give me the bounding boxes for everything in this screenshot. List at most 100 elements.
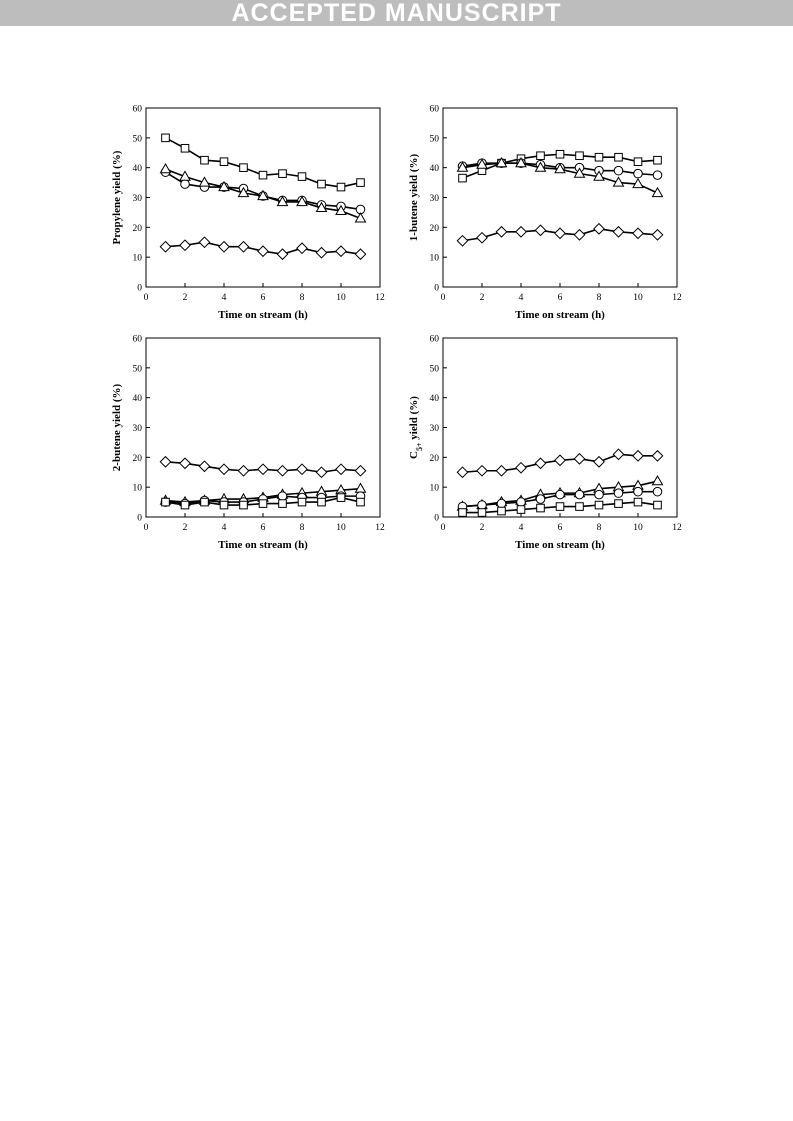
data-point-diamond — [612, 448, 625, 461]
y-tick-label: 30 — [133, 424, 143, 434]
x-tick-label: 8 — [597, 293, 602, 303]
data-point-circle — [594, 489, 604, 500]
data-point-triangle — [612, 176, 625, 187]
data-point-square — [575, 502, 584, 511]
series-diamond — [159, 236, 367, 261]
data-point-square — [317, 179, 326, 189]
plot-frame — [442, 107, 678, 288]
data-point-diamond — [573, 452, 586, 465]
data-point-diamond — [593, 222, 605, 235]
data-point-diamond — [651, 449, 664, 462]
y-tick-label: 10 — [133, 484, 143, 494]
data-point-circle — [633, 486, 643, 497]
x-axis-title: Time on stream (h) — [218, 539, 308, 551]
data-point-circle — [652, 170, 663, 180]
data-point-square — [258, 499, 268, 508]
series-square — [161, 493, 365, 510]
y-tick-label: 40 — [430, 394, 440, 404]
data-point-square — [356, 178, 365, 187]
x-tick-label: 4 — [222, 523, 227, 533]
data-point-diamond — [354, 464, 367, 477]
data-point-square — [458, 173, 467, 183]
data-point-triangle — [573, 167, 586, 178]
data-point-diamond — [593, 455, 605, 468]
y-tick-label: 40 — [133, 164, 143, 174]
data-point-diamond — [632, 449, 644, 462]
y-tick-label: 20 — [133, 224, 143, 234]
data-point-circle — [477, 500, 487, 510]
chart-c5-yield: 0 2 4 6 8 10 12 0 10 20 30 40 50 60 Time on stream (h)… — [408, 335, 682, 552]
data-point-diamond — [495, 225, 508, 238]
data-point-circle — [535, 494, 546, 504]
y-tick-label: 20 — [430, 454, 440, 464]
data-point-triangle — [354, 482, 367, 493]
data-point-triangle — [651, 474, 664, 486]
data-point-diamond — [632, 227, 644, 240]
data-point-diamond — [237, 464, 250, 477]
data-point-square — [536, 151, 545, 161]
x-tick-label: 6 — [558, 293, 563, 303]
data-point-triangle — [593, 170, 605, 181]
data-point-triangle — [632, 177, 644, 189]
data-point-diamond — [257, 463, 269, 476]
data-point-square — [219, 157, 229, 167]
data-point-triangle — [179, 170, 191, 181]
chart-2-butene-yield: 0 2 4 6 8 10 12 0 10 20 30 40 50 60 Time on stream (h)… — [111, 335, 385, 552]
data-point-diamond — [651, 228, 664, 241]
series-diamond — [159, 455, 367, 479]
x-tick-label: 10 — [633, 523, 643, 533]
data-point-square — [516, 505, 526, 514]
x-tick-label: 8 — [300, 293, 305, 303]
data-point-triangle — [276, 195, 289, 207]
y-tick-label: 40 — [430, 164, 440, 174]
data-point-diamond — [515, 225, 527, 238]
chart-propylene-yield: 0 2 4 6 8 10 12 0 10 20 30 40 50 60 Time on stream (h)… — [111, 105, 385, 322]
chart-1-butene-yield: 0 2 4 6 8 10 12 0 10 20 30 40 50 60 Time on stream (h)… — [408, 105, 682, 322]
data-point-diamond — [554, 227, 566, 240]
x-axis-title: Time on stream (h) — [515, 539, 605, 551]
x-tick-label: 10 — [336, 523, 346, 533]
data-point-square — [219, 500, 229, 510]
data-point-circle — [633, 168, 643, 179]
data-point-diamond — [159, 240, 172, 253]
data-point-diamond — [218, 240, 230, 253]
x-axis-title: Time on stream (h) — [218, 309, 308, 321]
data-point-diamond — [573, 228, 586, 241]
series-diamond — [456, 448, 664, 479]
y-axis-title: 2-butene yield (%) — [111, 383, 123, 471]
data-point-diamond — [612, 225, 625, 238]
data-point-diamond — [456, 234, 469, 247]
data-point-square — [555, 149, 565, 159]
data-point-circle — [652, 486, 663, 497]
y-tick-label: 0 — [434, 514, 439, 524]
data-point-square — [458, 508, 467, 517]
series-square — [161, 133, 365, 192]
data-point-triangle — [296, 195, 308, 207]
data-point-triangle — [159, 162, 172, 174]
data-point-diamond — [296, 242, 308, 255]
x-tick-label: 2 — [480, 293, 485, 303]
data-point-diamond — [159, 455, 172, 468]
data-point-square — [594, 152, 604, 162]
accepted-manuscript-banner: ACCEPTED MANUSCRIPT — [0, 0, 793, 26]
y-tick-label: 50 — [133, 364, 143, 374]
x-tick-label: 8 — [300, 523, 305, 533]
x-tick-label: 10 — [633, 293, 643, 303]
data-point-triangle — [237, 186, 250, 198]
series-diamond — [456, 222, 664, 247]
y-tick-label: 50 — [430, 364, 440, 374]
y-tick-label: 30 — [430, 194, 440, 204]
data-point-square — [180, 143, 190, 153]
data-point-circle — [516, 497, 526, 507]
data-point-square — [497, 506, 506, 516]
x-tick-label: 2 — [183, 523, 188, 533]
y-axis-title: Propylene yield (%) — [111, 150, 123, 244]
y-tick-label: 60 — [430, 335, 440, 345]
y-tick-label: 30 — [133, 194, 143, 204]
data-point-square — [297, 172, 307, 181]
x-tick-label: 4 — [519, 293, 524, 303]
x-tick-label: 0 — [144, 523, 149, 533]
x-tick-label: 6 — [261, 293, 266, 303]
data-point-diamond — [335, 245, 347, 258]
data-point-diamond — [354, 248, 367, 261]
